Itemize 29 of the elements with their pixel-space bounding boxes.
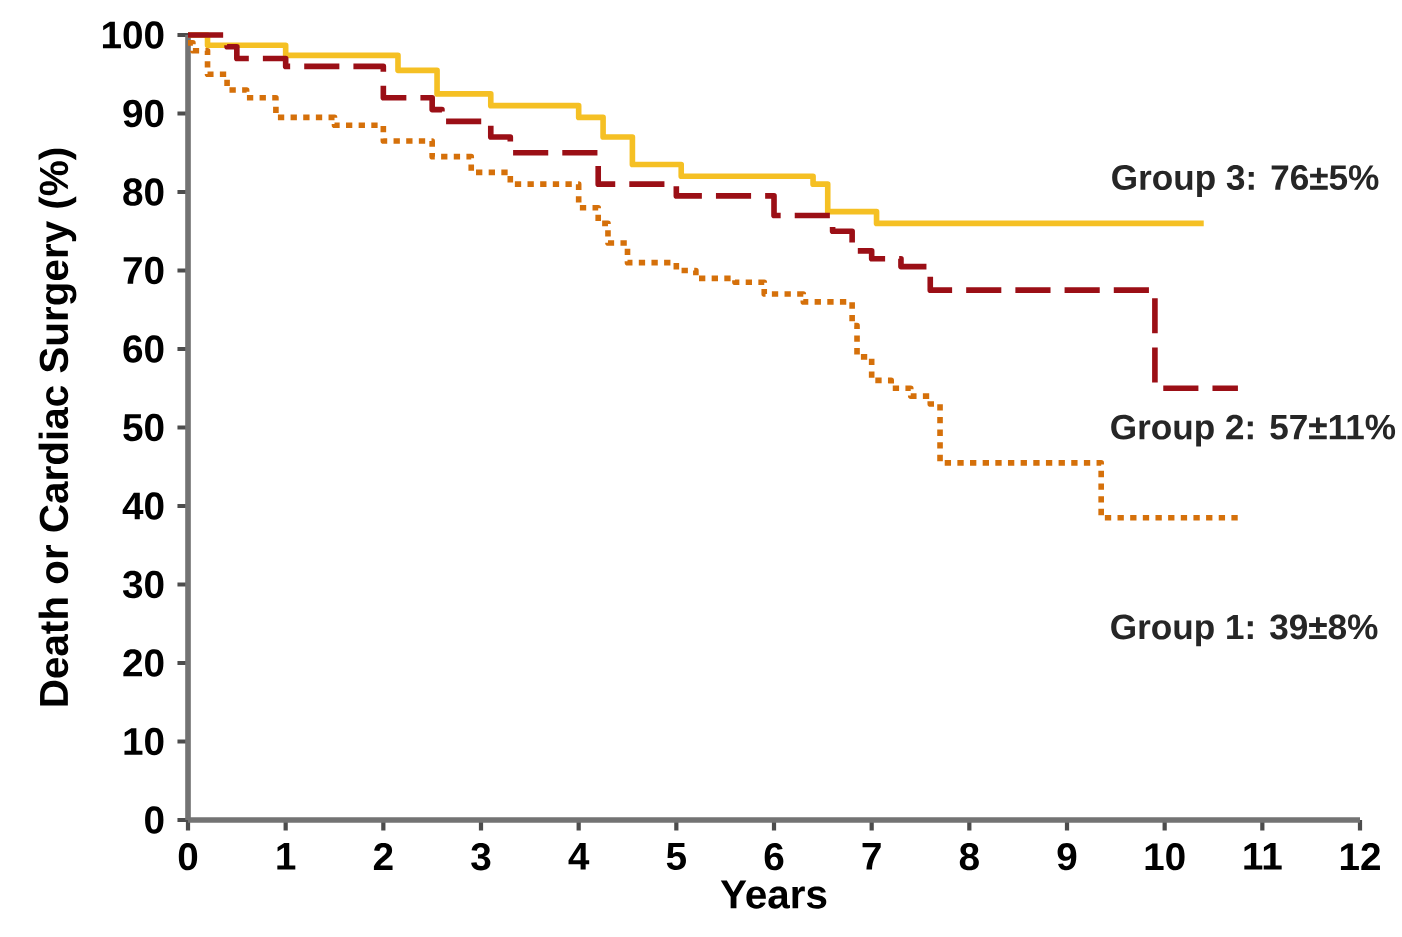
y-tick-label: 100 [102, 21, 164, 49]
x-tick-label: 10 [1145, 843, 1185, 871]
series-label: Group 2: 57±11% [1111, 414, 1396, 447]
y-tick-label: 50 [123, 413, 164, 442]
y-tick-label: 60 [123, 335, 164, 363]
y-tick-label: 20 [123, 649, 164, 677]
x-tick-label: 0 [178, 843, 198, 871]
x-tick-label: 1 [277, 843, 296, 870]
x-tick-label: 7 [862, 843, 881, 870]
y-tick-label: 90 [123, 99, 164, 128]
y-tick-label: 30 [122, 570, 164, 599]
x-tick-label: 12 [1340, 843, 1380, 870]
y-tick-label: 40 [122, 492, 164, 520]
x-tick-label: 3 [471, 843, 491, 871]
y-tick-label: 0 [145, 806, 164, 834]
x-tick-label: 2 [373, 843, 393, 870]
x-tick-label: 11 [1244, 843, 1282, 870]
series-label: Group 3: 76±5% [1112, 165, 1379, 197]
text: Group 1: 39±8% [1111, 614, 1378, 647]
x-axis-title: Years [720, 880, 827, 909]
x-tick-label: 9 [1057, 843, 1077, 871]
y-tick-label: 10 [124, 727, 164, 756]
x-tick-label: 8 [959, 843, 979, 871]
y-axis-title: Death or Cardiac Surgery (%) [38, 148, 77, 706]
y-tick-label: 70 [123, 256, 164, 285]
x-tick-label: 6 [764, 843, 784, 871]
y-tick-label: 80 [123, 178, 164, 206]
x-tick-label: 4 [568, 843, 590, 870]
x-tick-label: 5 [666, 843, 686, 870]
